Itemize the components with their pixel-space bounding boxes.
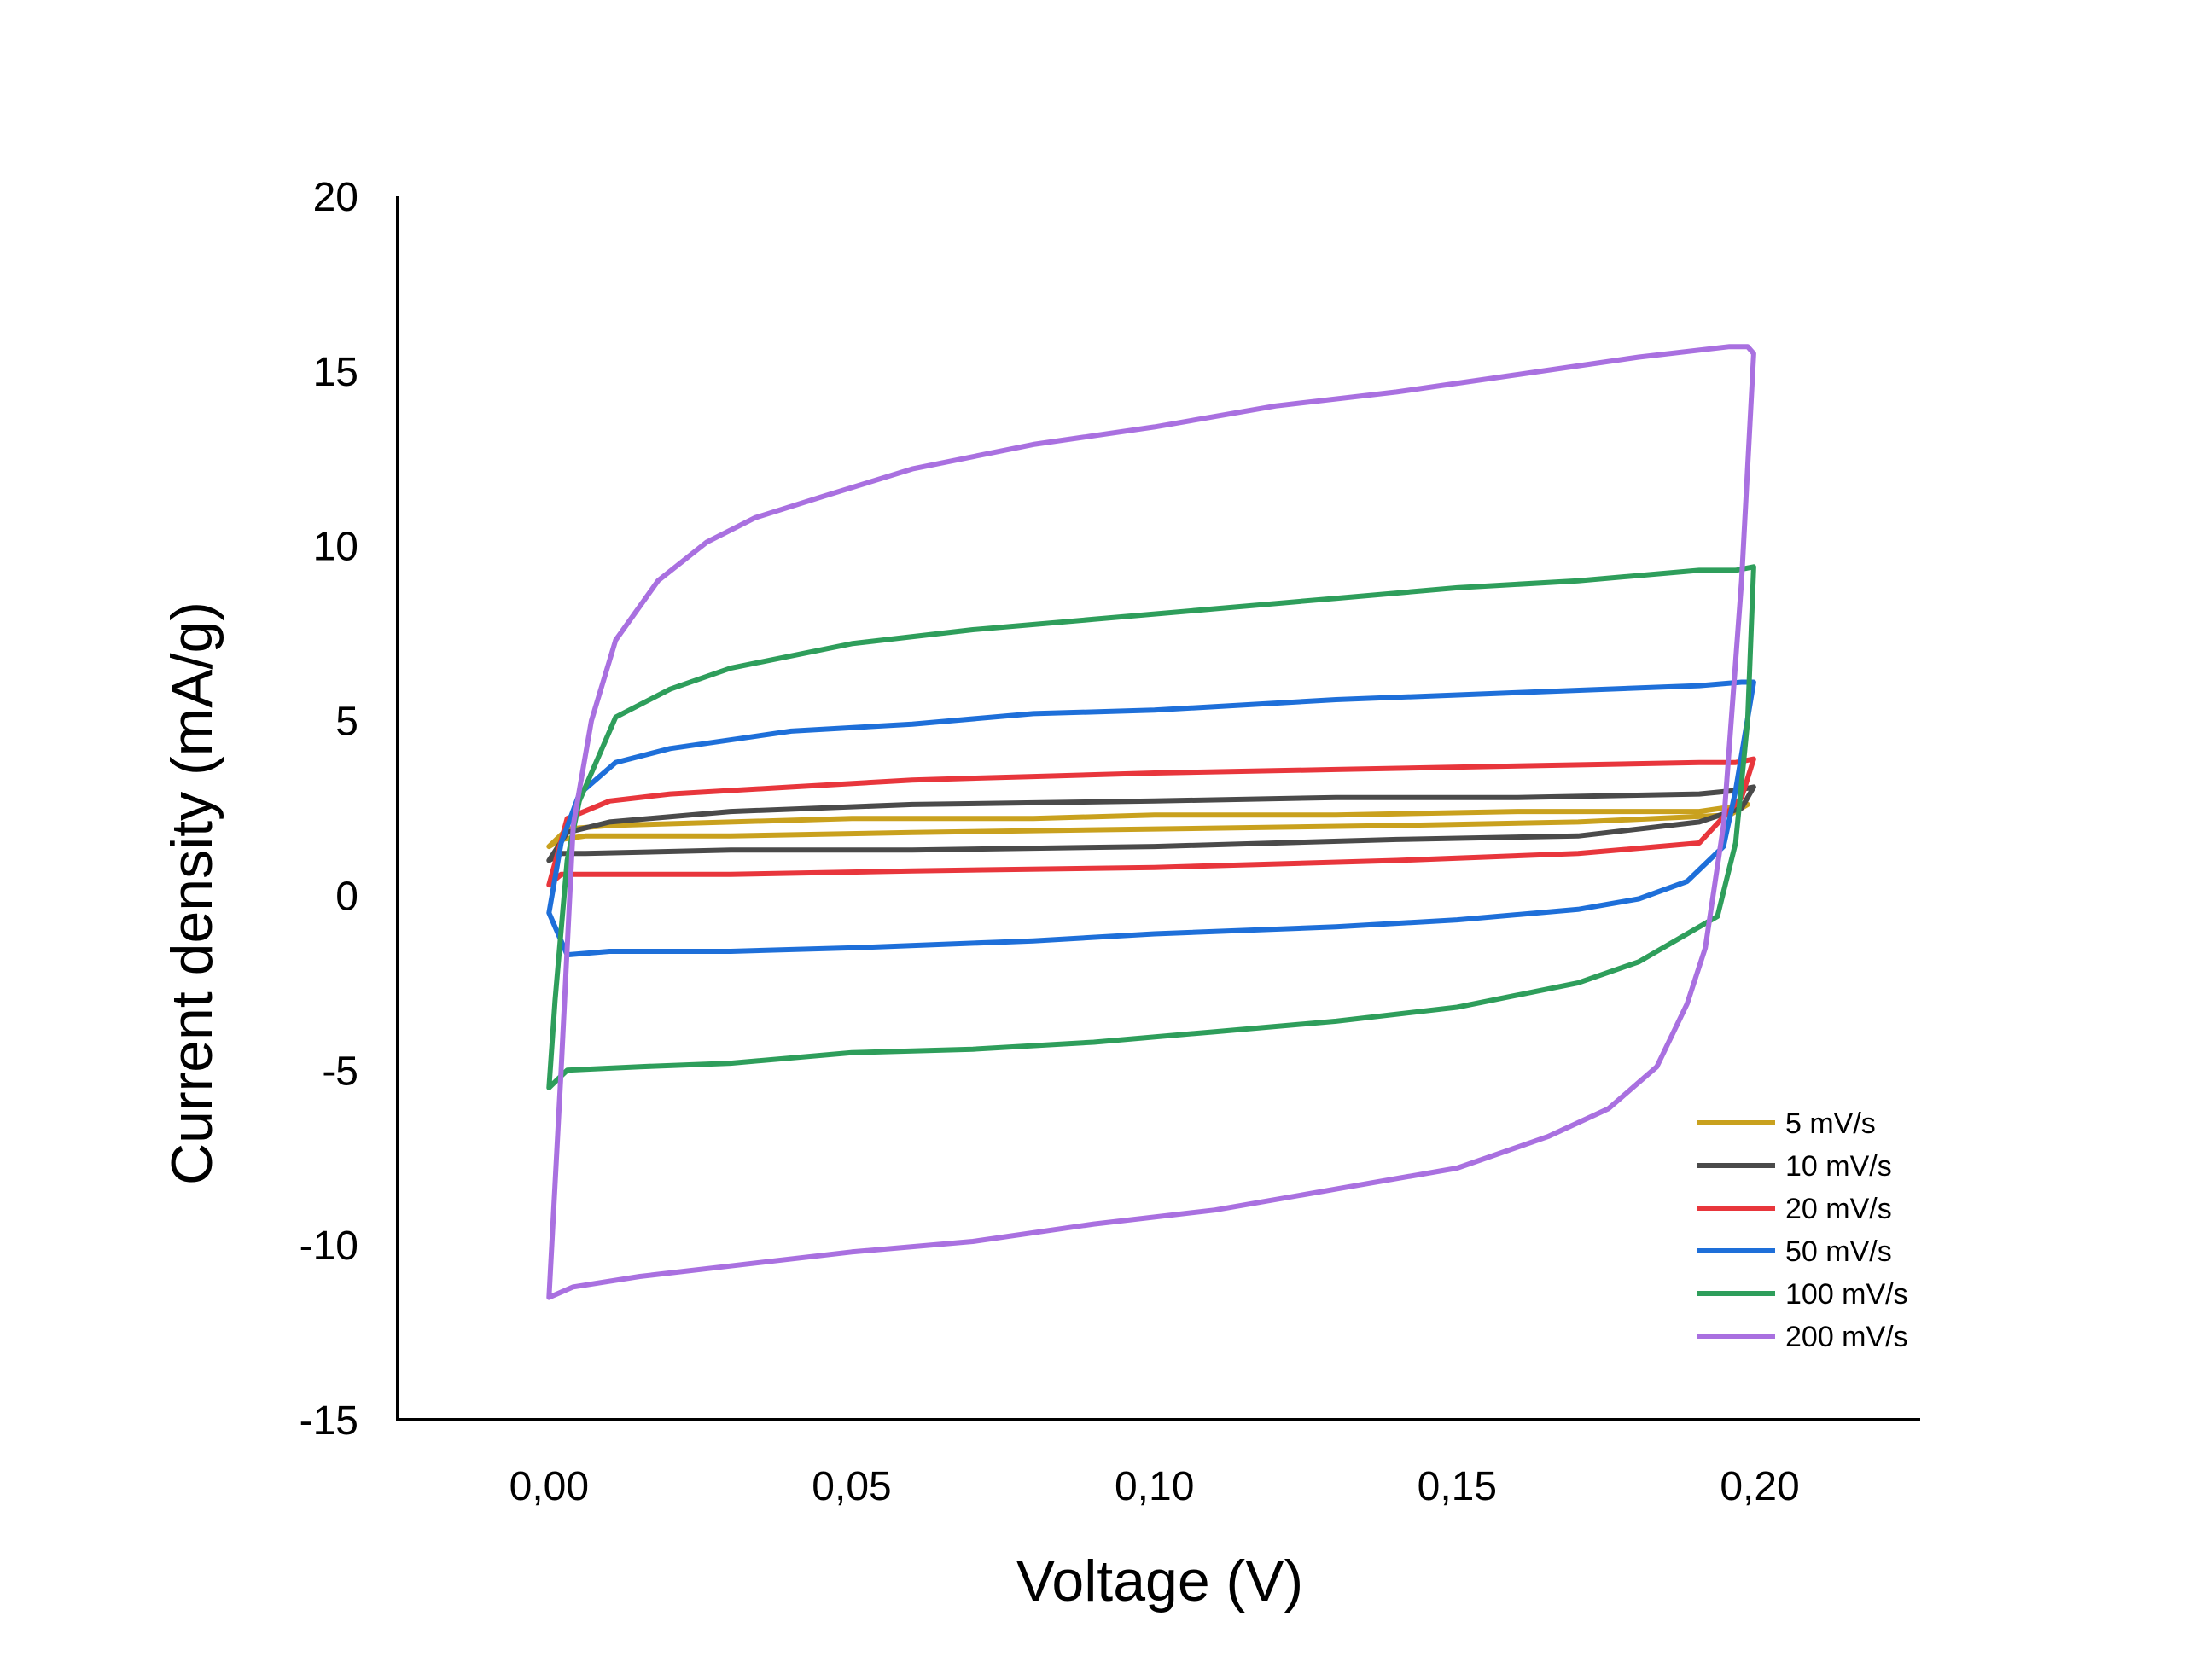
legend-label: 200 mV/s xyxy=(1785,1321,1908,1353)
x-tick-label: 0,00 xyxy=(509,1464,589,1509)
x-tick-label: 0,15 xyxy=(1418,1464,1497,1509)
series-line-2 xyxy=(546,756,1756,888)
x-tick-label: 0,05 xyxy=(812,1464,891,1509)
x-tick-label: 0,20 xyxy=(1720,1464,1799,1509)
y-tick-labels: 20 15 10 5 0 -5 -10 -15 xyxy=(300,175,358,1444)
y-tick-label: 0 xyxy=(335,874,358,919)
y-axis-title: Current density (mA/g) xyxy=(160,602,224,1185)
legend: 5 mV/s 10 mV/s 20 mV/s 50 mV/s 100 mV/s 200 m… xyxy=(1697,1107,1908,1353)
legend-label: 50 mV/s xyxy=(1785,1235,1892,1268)
x-tick-labels: 0,00 0,05 0,10 0,15 0,20 xyxy=(509,1464,1800,1509)
series-lines xyxy=(546,344,1756,1300)
legend-label: 20 mV/s xyxy=(1785,1193,1892,1225)
legend-label: 5 mV/s xyxy=(1785,1107,1876,1140)
series-line-3 xyxy=(546,679,1756,958)
y-tick-label: -10 xyxy=(300,1224,358,1269)
y-tick-label: 10 xyxy=(313,525,358,570)
y-tick-label: 15 xyxy=(313,350,358,395)
series-line-4 xyxy=(546,564,1756,1090)
legend-label: 10 mV/s xyxy=(1785,1150,1892,1183)
series-line-5 xyxy=(546,344,1756,1300)
x-axis-title: Voltage (V) xyxy=(1016,1549,1303,1613)
series-line-1 xyxy=(546,784,1756,863)
y-tick-label: 20 xyxy=(313,175,358,220)
y-tick-label: -5 xyxy=(322,1049,358,1094)
legend-label: 100 mV/s xyxy=(1785,1278,1908,1311)
axes xyxy=(396,196,1920,1421)
y-tick-label: 5 xyxy=(335,700,358,745)
y-tick-label: -15 xyxy=(300,1398,358,1444)
x-tick-label: 0,10 xyxy=(1115,1464,1194,1509)
